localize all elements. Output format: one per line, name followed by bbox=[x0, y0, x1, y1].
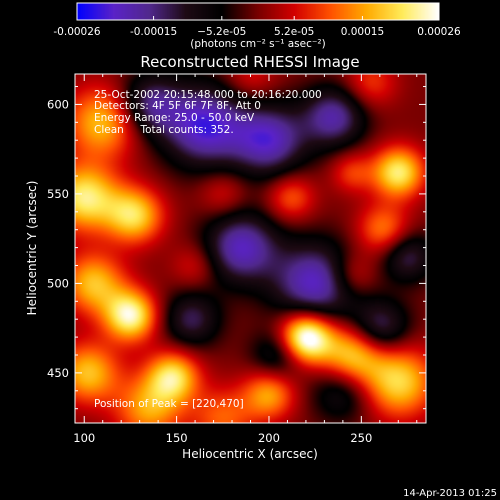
colorbar-tick-label: -0.00026 bbox=[53, 26, 101, 38]
y-tick-label: 500 bbox=[47, 276, 69, 290]
colorbar-ticks: -0.00026 -0.00015 −5.2e-05 5.2e-05 0.00015 0.… bbox=[53, 16, 461, 38]
annotation-energy: Energy Range: 25.0 - 50.0 keV bbox=[94, 112, 255, 124]
y-tick-label: 450 bbox=[47, 366, 69, 380]
colorbar-tick-label: 0.00015 bbox=[341, 26, 384, 38]
annotation-clean: Clean Total counts: 352. bbox=[94, 124, 234, 136]
colorbar-tick-label: −5.2e-05 bbox=[197, 26, 246, 38]
colorbar-tick-label: 0.00026 bbox=[417, 26, 461, 38]
y-tick-label: 550 bbox=[47, 187, 69, 201]
chart-title: Reconstructed RHESSI Image bbox=[140, 53, 359, 71]
colorbar: -0.00026 -0.00015 −5.2e-05 5.2e-05 0.00015 0.… bbox=[53, 2, 461, 50]
x-tick-label: 100 bbox=[73, 431, 95, 445]
y-tick-label: 600 bbox=[47, 97, 69, 111]
annotation-peak-position: Position of Peak = [220,470] bbox=[94, 398, 244, 410]
x-tick-label: 250 bbox=[350, 431, 372, 445]
axis-ticks: 100 150 200 250 450 500 550 600 bbox=[47, 74, 426, 445]
annotation-time-range: 25-Oct-2002 20:15:48.000 to 20:16:20.000 bbox=[94, 89, 322, 101]
colorbar-tick-label: -0.00015 bbox=[130, 26, 177, 38]
heatmap-image bbox=[75, 74, 426, 423]
x-tick-label: 150 bbox=[166, 431, 188, 445]
annotation-detectors: Detectors: 4F 5F 6F 7F 8F, Att 0 bbox=[94, 100, 261, 112]
y-axis-label: Heliocentric Y (arcsec) bbox=[25, 181, 39, 316]
annotations: 25-Oct-2002 20:15:48.000 to 20:16:20.000… bbox=[94, 89, 322, 410]
x-axis-label: Heliocentric X (arcsec) bbox=[182, 447, 318, 461]
footer-date: 14-Apr-2013 01:25 bbox=[403, 488, 497, 499]
colorbar-frame bbox=[76, 2, 440, 21]
colorbar-unit-label: (photons cm⁻² s⁻¹ asec⁻²) bbox=[190, 38, 325, 50]
x-tick-label: 200 bbox=[258, 431, 280, 445]
colorbar-tick-label: 5.2e-05 bbox=[274, 26, 314, 38]
colorbar-gradient bbox=[77, 3, 439, 20]
